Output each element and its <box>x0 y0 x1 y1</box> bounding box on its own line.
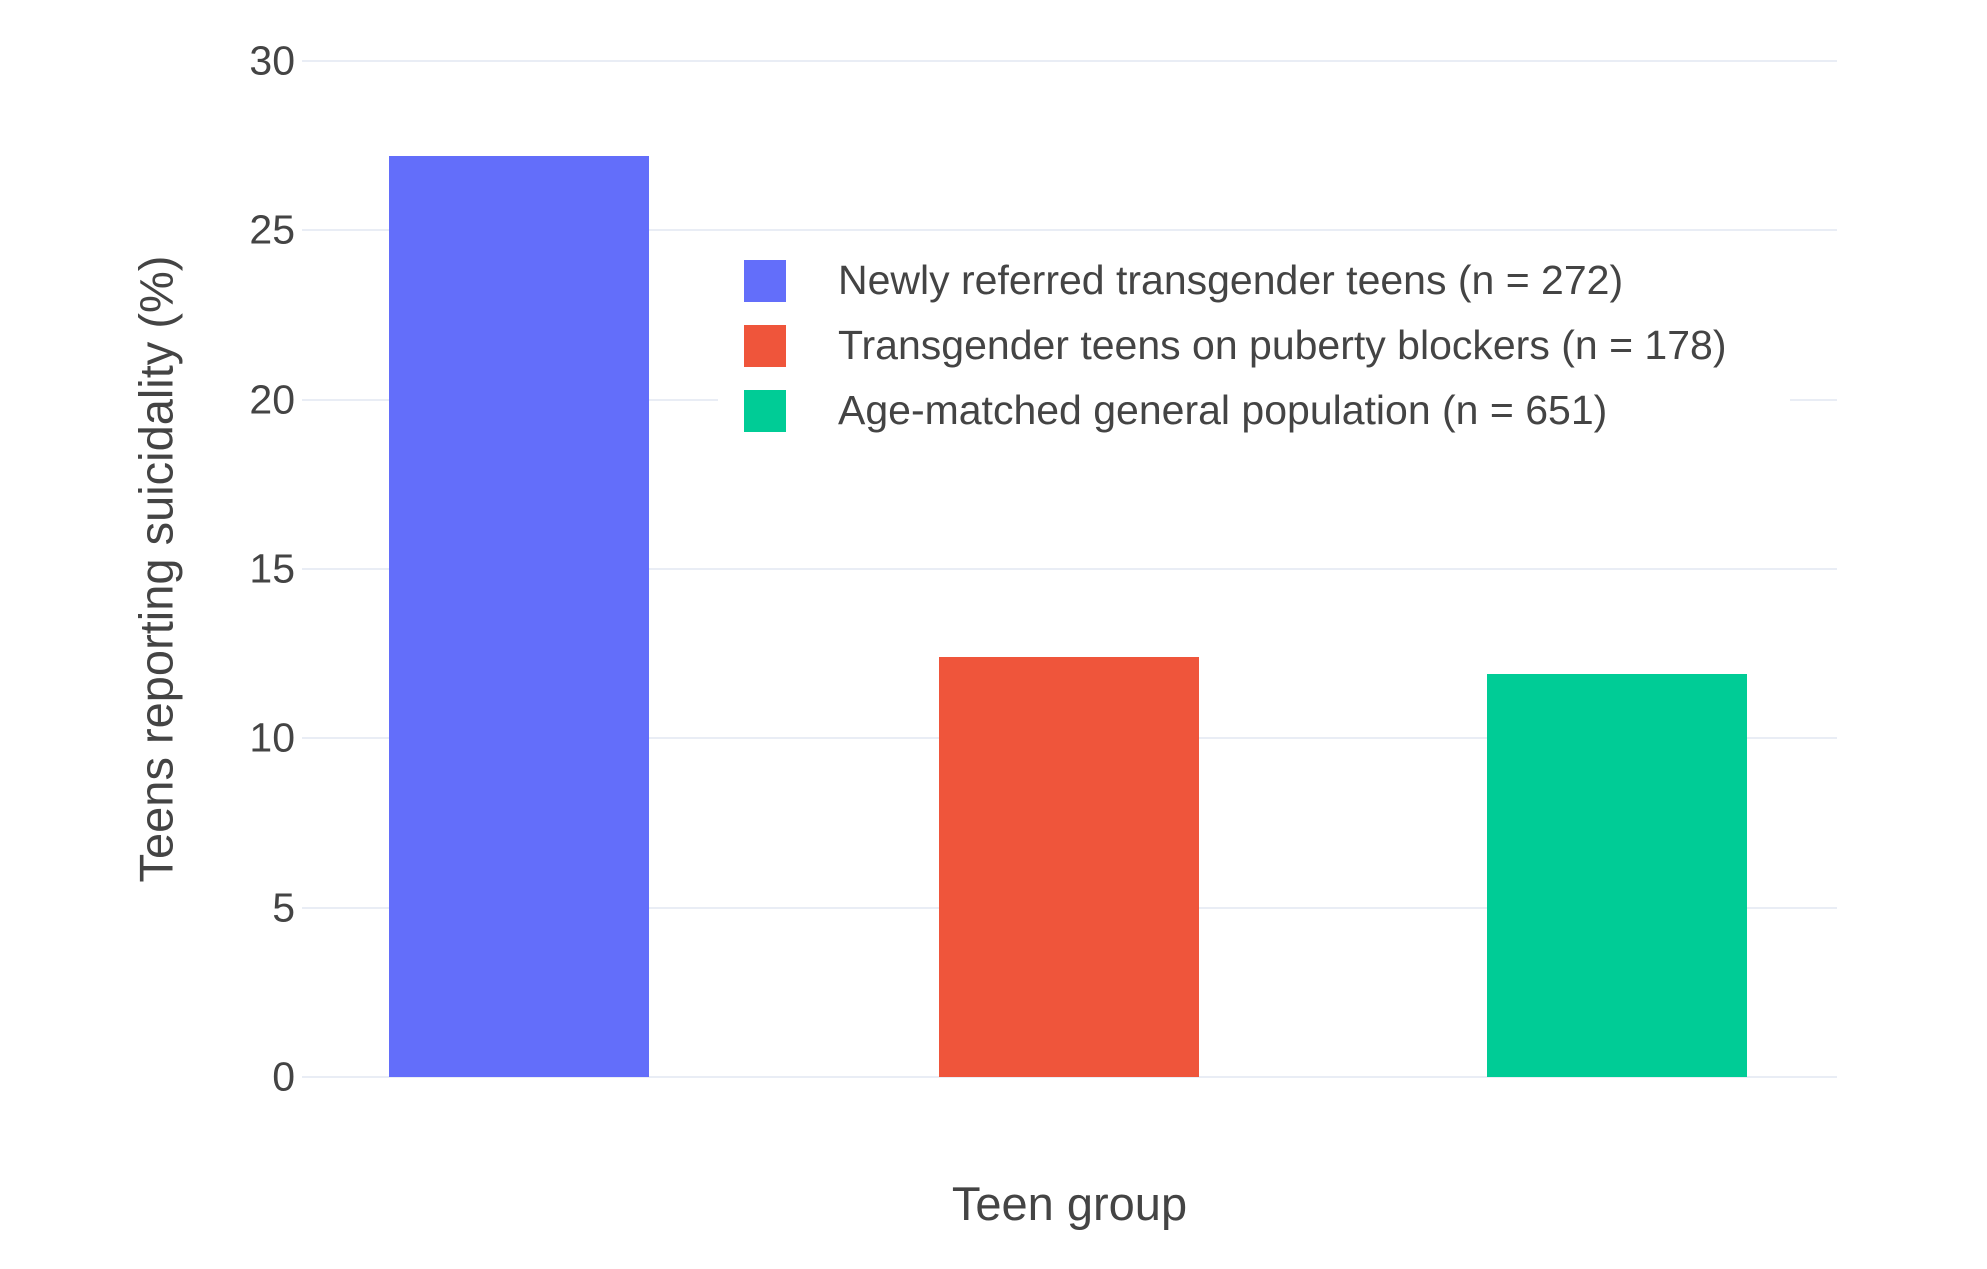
legend-item-1[interactable]: Transgender teens on puberty blockers (n… <box>718 313 1790 378</box>
y-tick-label-0: 0 <box>272 1053 295 1100</box>
legend-swatch-icon <box>744 259 786 302</box>
gridline-y-0 <box>302 1076 1837 1078</box>
y-tick-label-20: 20 <box>249 376 295 423</box>
bar-2[interactable] <box>1487 674 1748 1077</box>
legend-item-2[interactable]: Age-matched general population (n = 651) <box>718 378 1790 443</box>
legend-item-0[interactable]: Newly referred transgender teens (n = 27… <box>718 248 1790 313</box>
y-tick-label-5: 5 <box>272 884 295 931</box>
gridline-y-15 <box>302 568 1837 570</box>
legend-item-label: Transgender teens on puberty blockers (n… <box>838 322 1727 368</box>
gridline-y-30 <box>302 60 1837 62</box>
legend: Newly referred transgender teens (n = 27… <box>718 248 1790 443</box>
plot-area <box>302 60 1837 1078</box>
legend-swatch-icon <box>744 324 786 367</box>
y-tick-label-10: 10 <box>249 714 295 761</box>
y-tick-label-15: 15 <box>249 545 295 592</box>
legend-item-label: Age-matched general population (n = 651) <box>838 387 1608 433</box>
y-tick-label-25: 25 <box>249 206 295 253</box>
bar-1[interactable] <box>938 657 1199 1077</box>
legend-swatch-icon <box>744 389 786 432</box>
y-tick-label-30: 30 <box>249 37 295 84</box>
bar-0[interactable] <box>389 155 650 1077</box>
x-axis-title: Teen group <box>951 1177 1188 1230</box>
legend-item-label: Newly referred transgender teens (n = 27… <box>838 257 1624 303</box>
gridline-y-25 <box>302 229 1837 232</box>
